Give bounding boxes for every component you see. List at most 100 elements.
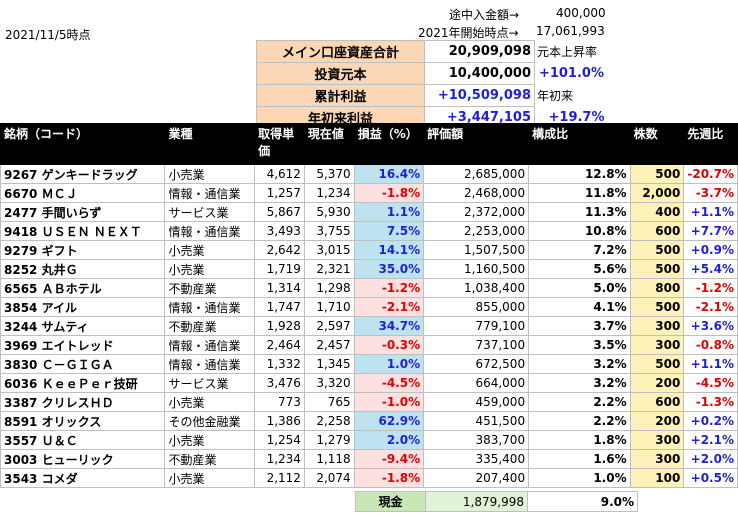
- week-change: +0.9%: [683, 240, 738, 260]
- week-change: -1.2%: [683, 278, 738, 298]
- table-row: 6565 ＡＢホテル 不動産業 1,314 1,298 -1.2% 1,038,400 5.…: [0, 278, 738, 298]
- sector: 情報・通信業: [164, 221, 256, 241]
- week-change: +3.6%: [683, 316, 738, 336]
- composition-ratio: 12.8%: [528, 164, 631, 184]
- profit-loss-pct: -1.8%: [353, 468, 425, 488]
- year-start-value: 17,061,993: [536, 24, 605, 38]
- cost-price: 1,928: [254, 316, 305, 336]
- share-count: 300: [629, 335, 685, 355]
- current-price: 5,930: [303, 202, 355, 222]
- stock-name: 8252 丸井Ｇ: [0, 259, 166, 279]
- as-of-date: 2021/11/5時点: [5, 28, 91, 42]
- profit-loss-pct: 14.1%: [353, 240, 425, 260]
- stock-name: 3830 Ｃ－ＧＩＧＡ: [0, 354, 166, 374]
- week-change: +1.1%: [683, 202, 738, 222]
- table-row: 3830 Ｃ－ＧＩＧＡ 情報・通信業 1,332 1,345 1.0% 672,500 3.…: [0, 354, 738, 374]
- week-change: +2.1%: [683, 430, 738, 450]
- profit-loss-pct: -1.8%: [353, 183, 425, 203]
- cost-price: 1,386: [254, 411, 305, 431]
- sector: 小売業: [164, 392, 256, 412]
- cumulative-profit-value: +10,509,098: [424, 84, 535, 107]
- profit-loss-pct: -2.1%: [353, 297, 425, 317]
- principal-label: 投資元本: [256, 62, 425, 85]
- week-change: +5.4%: [683, 259, 738, 279]
- sector: 情報・通信業: [164, 335, 256, 355]
- sector: 小売業: [164, 240, 256, 260]
- profit-loss-pct: 35.0%: [353, 259, 425, 279]
- table-row: 9418 ＵＳＥＮ ＮＥＸＴ 情報・通信業 3,493 3,755 7.5% 2,253,…: [0, 221, 738, 241]
- stock-name: 9418 ＵＳＥＮ ＮＥＸＴ: [0, 221, 166, 241]
- cost-price: 2,112: [254, 468, 305, 488]
- stock-name: 3557 Ｕ＆Ｃ: [0, 430, 166, 450]
- stock-name: 3543 コメダ: [0, 468, 166, 488]
- profit-loss-pct: -0.3%: [353, 335, 425, 355]
- profit-loss-pct: 16.4%: [353, 164, 425, 184]
- market-value: 383,700: [423, 430, 530, 450]
- table-row: 2477 手間いらず サービス業 5,867 5,930 1.1% 2,372,000 11…: [0, 202, 738, 222]
- week-change: +0.2%: [683, 411, 738, 431]
- week-change: -0.8%: [683, 335, 738, 355]
- ytd-profit-pct: +19.7%: [548, 110, 605, 125]
- cost-price: 1,234: [254, 449, 305, 469]
- market-value: 2,468,000: [423, 183, 530, 203]
- week-change: -20.7%: [683, 164, 738, 184]
- composition-ratio: 2.2%: [528, 411, 631, 431]
- sector: 小売業: [164, 164, 256, 184]
- cost-price: 3,476: [254, 373, 305, 393]
- sector: 小売業: [164, 259, 256, 279]
- profit-loss-pct: -1.0%: [353, 392, 425, 412]
- share-count: 2,000: [629, 183, 685, 203]
- share-count: 500: [629, 354, 685, 374]
- header-shares: 株数: [629, 123, 685, 165]
- table-row: 8591 オリックス その他金融業 1,386 2,258 62.9% 451,500 2.…: [0, 411, 738, 431]
- current-price: 5,370: [303, 164, 355, 184]
- stock-name: 3244 サムティ: [0, 316, 166, 336]
- composition-ratio: 1.6%: [528, 449, 631, 469]
- cost-price: 4,612: [254, 164, 305, 184]
- sector: その他金融業: [164, 411, 256, 431]
- market-value: 855,000: [423, 297, 530, 317]
- share-count: 200: [629, 373, 685, 393]
- composition-ratio: 5.0%: [528, 278, 631, 298]
- deposit-label: 途中入金額→: [449, 8, 520, 22]
- total-assets-value: 20,909,098: [424, 40, 535, 63]
- current-price: 3,320: [303, 373, 355, 393]
- composition-ratio: 11.3%: [528, 202, 631, 222]
- header-price: 現在値: [303, 123, 355, 165]
- year-start-label: 2021年開始時点→: [418, 26, 519, 40]
- cost-price: 2,642: [254, 240, 305, 260]
- header-name: 銘柄（コード）: [0, 123, 166, 165]
- cash-row: 現金 1,879,998 9.0%: [355, 491, 638, 512]
- composition-ratio: 1.8%: [528, 430, 631, 450]
- cost-price: 1,314: [254, 278, 305, 298]
- principal-growth-label: 元本上昇率: [537, 45, 598, 59]
- current-price: 3,015: [303, 240, 355, 260]
- current-price: 1,234: [303, 183, 355, 203]
- cost-price: 1,254: [254, 430, 305, 450]
- table-row: 3557 Ｕ＆Ｃ 小売業 1,254 1,279 2.0% 383,700 1.8% 300 +…: [0, 430, 738, 450]
- profit-loss-pct: 1.1%: [353, 202, 425, 222]
- composition-ratio: 11.8%: [528, 183, 631, 203]
- week-change: +7.7%: [683, 221, 738, 241]
- header-row: 銘柄（コード） 業種 取得単価 現在値 損益（%） 評価額 構成比 株数 先週比: [0, 123, 738, 165]
- profit-loss-pct: -4.5%: [353, 373, 425, 393]
- market-value: 2,372,000: [423, 202, 530, 222]
- share-count: 500: [629, 259, 685, 279]
- current-price: 2,074: [303, 468, 355, 488]
- market-value: 1,160,500: [423, 259, 530, 279]
- cost-price: 1,747: [254, 297, 305, 317]
- header-cost: 取得単価: [254, 123, 305, 165]
- market-value: 1,038,400: [423, 278, 530, 298]
- stock-name: 6565 ＡＢホテル: [0, 278, 166, 298]
- sector: サービス業: [164, 202, 256, 222]
- table-row: 8252 丸井Ｇ 小売業 1,719 2,321 35.0% 1,160,500 5.6% 5…: [0, 259, 738, 279]
- share-count: 200: [629, 411, 685, 431]
- week-change: +2.0%: [683, 449, 738, 469]
- profit-loss-pct: 62.9%: [353, 411, 425, 431]
- cost-price: 3,493: [254, 221, 305, 241]
- share-count: 500: [629, 297, 685, 317]
- cash-ratio: 9.0%: [527, 491, 638, 512]
- header-value: 評価額: [423, 123, 530, 165]
- current-price: 2,258: [303, 411, 355, 431]
- stock-name: 3969 エイトレッド: [0, 335, 166, 355]
